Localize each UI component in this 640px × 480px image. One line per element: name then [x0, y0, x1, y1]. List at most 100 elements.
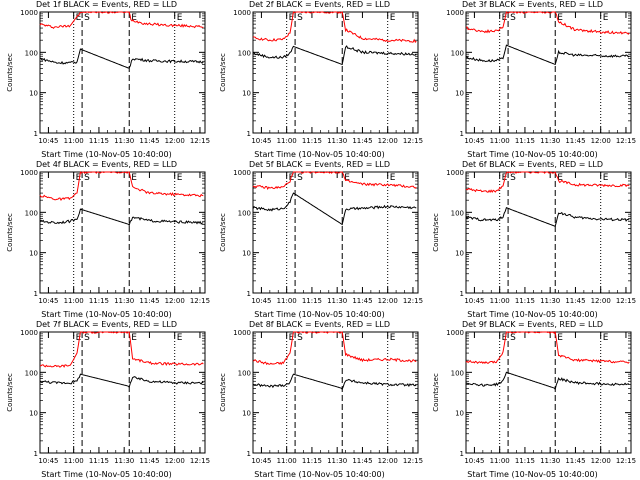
lld-series-line: [252, 331, 417, 366]
y-tick-label: 100: [238, 49, 251, 57]
x-tick-label: 10:45: [251, 297, 271, 305]
plot-title: Det 3f BLACK = Events, RED = LLD: [461, 0, 604, 9]
y-tick-label: 1: [460, 290, 464, 298]
plot-title: Det 7f BLACK = Events, RED = LLD: [35, 320, 178, 329]
event-marker-label: E: [76, 173, 82, 183]
x-tick-label: 10:45: [251, 137, 271, 145]
events-series-line: [465, 371, 630, 391]
x-tick-label: 11:45: [565, 457, 585, 465]
detector-panel: Counts/sec 1 10 100 1000 10:45 11:00 11:15 11:30…: [213, 320, 426, 480]
y-axis-label: Counts/sec: [432, 53, 440, 92]
x-tick-label: 11:30: [540, 297, 560, 305]
lld-series-line: [252, 171, 417, 190]
x-tick-label: 12:15: [616, 137, 636, 145]
lld-series-line: [465, 11, 630, 35]
x-axis-label: Start Time (10-Nov-05 10:40:00): [467, 470, 598, 479]
x-tick-label: 11:15: [515, 457, 535, 465]
plot-svg: Counts/sec 1 10 100 1000 10:45 11:00 11:15 11:30…: [6, 169, 210, 305]
x-tick-label: 12:15: [190, 297, 210, 305]
event-marker-label: E: [344, 173, 350, 183]
plot-title: Det 1f BLACK = Events, RED = LLD: [35, 0, 178, 9]
event-marker-label: E: [344, 333, 350, 343]
y-tick-label: 100: [25, 369, 38, 377]
y-tick-label: 1: [247, 130, 251, 138]
x-tick-label: 11:45: [352, 297, 372, 305]
y-tick-label: 10: [242, 90, 251, 98]
x-axis-label: Start Time (10-Nov-05 10:40:00): [467, 310, 598, 319]
x-tick-label: 12:00: [378, 297, 398, 305]
x-tick-label: 11:30: [327, 297, 347, 305]
y-tick-label: 10: [455, 90, 464, 98]
event-marker-label: E: [131, 333, 137, 343]
event-marker-label: S: [84, 173, 90, 183]
x-tick-label: 11:30: [327, 457, 347, 465]
event-marker-label: S: [297, 333, 303, 343]
x-tick-label: 11:15: [89, 297, 109, 305]
event-marker-label: S: [297, 13, 303, 23]
event-marker-label: E: [390, 333, 396, 343]
detector-panel: Counts/sec 1 10 100 1000 10:45 11:00 11:15 11:30…: [213, 160, 426, 320]
x-tick-label: 12:00: [591, 457, 611, 465]
y-tick-label: 1000: [446, 9, 464, 17]
events-series-line: [465, 44, 630, 66]
x-tick-label: 11:30: [114, 137, 134, 145]
y-tick-label: 100: [25, 209, 38, 217]
event-marker-label: E: [289, 333, 295, 343]
x-tick-label: 12:15: [190, 457, 210, 465]
event-marker-label: E: [289, 13, 295, 23]
y-tick-label: 100: [25, 49, 38, 57]
detector-panel: Counts/sec 1 10 100 1000 10:45 11:00 11:15 11:30…: [426, 320, 639, 480]
plot-svg: Counts/sec 1 10 100 1000 10:45 11:00 11:15 11:30…: [219, 169, 423, 305]
event-marker-label: S: [84, 333, 90, 343]
event-marker-label: S: [510, 333, 516, 343]
plot-svg: Counts/sec 1 10 100 1000 10:45 11:00 11:15 11:30…: [432, 329, 636, 465]
x-tick-label: 11:45: [139, 297, 159, 305]
x-tick-label: 11:45: [352, 137, 372, 145]
events-series-line: [252, 192, 417, 226]
x-tick-label: 10:45: [464, 457, 484, 465]
event-marker-label: E: [603, 333, 609, 343]
x-axis-label: Start Time (10-Nov-05 10:40:00): [41, 310, 172, 319]
x-tick-label: 12:00: [165, 137, 185, 145]
lld-series-line: [40, 331, 204, 368]
y-tick-label: 10: [242, 250, 251, 258]
lld-series-line: [39, 11, 204, 30]
y-tick-label: 1000: [446, 169, 464, 177]
lld-series-line: [39, 170, 204, 202]
y-tick-label: 1000: [20, 329, 38, 337]
event-marker-label: E: [557, 13, 563, 23]
lld-series-line: [252, 11, 417, 43]
x-tick-label: 11:30: [114, 457, 134, 465]
y-axis-label: Counts/sec: [432, 213, 440, 252]
x-tick-label: 11:15: [515, 297, 535, 305]
event-marker-label: E: [131, 173, 137, 183]
x-tick-label: 11:00: [277, 137, 297, 145]
y-axis-label: Counts/sec: [6, 53, 14, 92]
plot-svg: Counts/sec 1 10 100 1000 10:45 11:00 11:15 11:30…: [6, 329, 210, 465]
x-tick-label: 11:00: [490, 137, 510, 145]
x-axis-label: Start Time (10-Nov-05 10:40:00): [41, 150, 172, 159]
event-marker-label: E: [177, 13, 183, 23]
x-tick-label: 10:45: [38, 297, 58, 305]
x-tick-label: 11:45: [565, 137, 585, 145]
x-tick-label: 12:00: [165, 297, 185, 305]
event-marker-label: E: [603, 13, 609, 23]
x-tick-label: 12:15: [190, 137, 210, 145]
plot-svg: Counts/sec 1 10 100 1000 10:45 11:00 11:15 11:30…: [219, 329, 423, 465]
events-series-line: [252, 373, 417, 391]
x-axis-label: Start Time (10-Nov-05 10:40:00): [254, 470, 385, 479]
y-tick-label: 1: [34, 130, 38, 138]
y-tick-label: 1000: [20, 169, 38, 177]
plot-svg: Counts/sec 1 10 100 1000 10:45 11:00 11:15 11:30…: [432, 9, 636, 145]
x-tick-label: 11:00: [64, 137, 84, 145]
y-tick-label: 100: [451, 49, 464, 57]
y-tick-label: 1000: [446, 329, 464, 337]
detector-panel: Counts/sec 1 10 100 1000 10:45 11:00 11:15 11:30…: [213, 0, 426, 160]
plot-frame: [465, 331, 632, 454]
x-tick-label: 11:45: [352, 457, 372, 465]
plot-title: Det 8f BLACK = Events, RED = LLD: [248, 320, 391, 329]
y-tick-label: 1000: [20, 9, 38, 17]
x-tick-label: 11:15: [302, 457, 322, 465]
x-tick-label: 11:15: [89, 457, 109, 465]
